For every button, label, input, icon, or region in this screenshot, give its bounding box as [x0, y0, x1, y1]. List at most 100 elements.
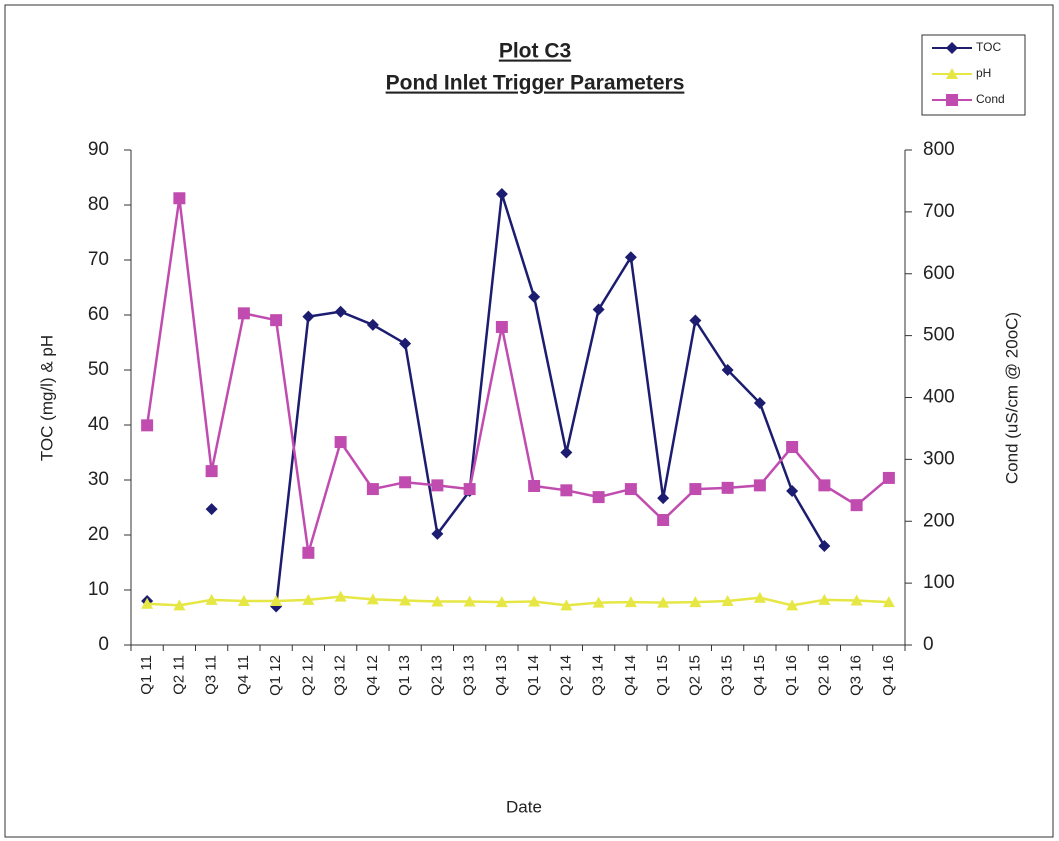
y-tick-label: 30 — [88, 469, 109, 490]
data-point — [431, 479, 444, 492]
x-tick-label: Q3 14 — [590, 655, 607, 696]
data-point — [657, 596, 670, 608]
x-tick-label: Q2 12 — [299, 655, 316, 696]
y2-tick-label: 0 — [923, 634, 934, 655]
y-tick-label: 60 — [88, 304, 109, 325]
x-tick-label: Q4 13 — [493, 655, 510, 696]
y2-tick-label: 400 — [923, 387, 955, 408]
chart-frame — [4, 4, 1054, 838]
data-point — [882, 596, 895, 608]
legend-label: Cond — [976, 92, 1005, 106]
data-point — [850, 499, 863, 512]
x-tick-label: Q3 12 — [332, 655, 349, 696]
y-tick-label: 0 — [98, 634, 109, 655]
x-tick-label: Q1 12 — [267, 655, 284, 696]
x-tick-label: Q2 16 — [815, 655, 832, 696]
series-line — [274, 193, 826, 607]
data-point — [399, 594, 412, 606]
data-point — [721, 364, 734, 376]
x-tick-label: Q1 15 — [654, 655, 671, 696]
x-tick-label: Q2 15 — [686, 655, 703, 696]
x-tick-label: Q4 14 — [622, 655, 639, 696]
y-tick-label: 80 — [88, 194, 109, 215]
data-point — [237, 595, 250, 606]
data-point — [528, 479, 541, 492]
data-point — [850, 594, 863, 606]
data-point — [399, 337, 412, 350]
data-point — [689, 596, 702, 608]
chart-title: Plot C3 — [499, 40, 571, 63]
data-point — [882, 471, 895, 484]
y-tick-label: 10 — [88, 579, 109, 600]
data-point — [786, 485, 799, 497]
data-point — [560, 484, 573, 497]
y2-tick-label: 600 — [923, 263, 955, 284]
y-axis-label: TOC (mg/l) & pH — [37, 335, 56, 461]
data-point — [592, 596, 605, 608]
data-point — [366, 593, 379, 605]
data-point — [302, 593, 315, 605]
data-point — [592, 303, 605, 316]
y-tick-label: 40 — [88, 414, 109, 435]
data-point — [334, 305, 347, 318]
data-point — [334, 590, 347, 602]
legend-label: TOC — [976, 40, 1001, 54]
data-point — [205, 503, 218, 516]
data-point — [205, 465, 218, 478]
legend-marker — [946, 94, 958, 106]
data-point — [173, 599, 186, 611]
x-tick-label: Q4 11 — [235, 655, 252, 695]
y2-tick-label: 800 — [923, 139, 955, 160]
chart-subtitle: Pond Inlet Trigger Parameters — [386, 72, 685, 95]
legend-label: pH — [976, 66, 991, 80]
data-point — [270, 314, 283, 327]
data-point — [721, 595, 734, 606]
data-point — [689, 314, 702, 327]
data-point — [786, 599, 799, 611]
data-point — [495, 320, 508, 333]
data-point — [786, 441, 799, 453]
data-point — [366, 318, 379, 331]
x-tick-label: Q1 16 — [783, 655, 800, 696]
y2-tick-label: 100 — [923, 572, 955, 593]
data-point — [366, 483, 379, 496]
y2-axis-label: Cond (uS/cm @ 20oC) — [1002, 312, 1021, 484]
data-point — [592, 491, 605, 504]
x-tick-label: Q3 11 — [203, 655, 220, 695]
data-point — [463, 595, 476, 607]
data-point — [495, 188, 508, 200]
y2-tick-label: 700 — [923, 201, 955, 222]
x-tick-label: Q2 11 — [170, 655, 187, 695]
x-tick-label: Q4 16 — [880, 655, 897, 696]
data-point — [237, 307, 250, 320]
data-point — [270, 595, 283, 606]
data-point — [560, 599, 573, 611]
y2-tick-label: 300 — [923, 448, 955, 469]
legend-marker — [946, 68, 958, 79]
data-point — [431, 527, 444, 540]
data-point — [624, 251, 637, 264]
data-point — [431, 595, 444, 607]
y2-tick-label: 500 — [923, 325, 955, 346]
data-point — [141, 597, 154, 609]
data-point — [689, 483, 702, 496]
x-tick-label: Q4 15 — [751, 655, 768, 696]
x-axis-label: Date — [506, 797, 542, 816]
data-point — [624, 596, 637, 608]
x-tick-label: Q4 12 — [364, 655, 381, 696]
data-point — [302, 546, 315, 559]
data-point — [141, 419, 154, 432]
y2-tick-label: 200 — [923, 510, 955, 531]
data-point — [818, 593, 831, 605]
data-point — [657, 492, 670, 505]
y-tick-label: 20 — [88, 524, 109, 545]
data-point — [528, 290, 541, 303]
data-point — [818, 540, 831, 552]
x-tick-label: Q3 16 — [848, 655, 865, 696]
series-line — [147, 595, 889, 607]
x-tick-label: Q1 14 — [525, 655, 542, 696]
data-point — [753, 397, 766, 409]
x-tick-label: Q3 15 — [719, 655, 736, 696]
x-tick-label: Q1 13 — [396, 655, 413, 696]
